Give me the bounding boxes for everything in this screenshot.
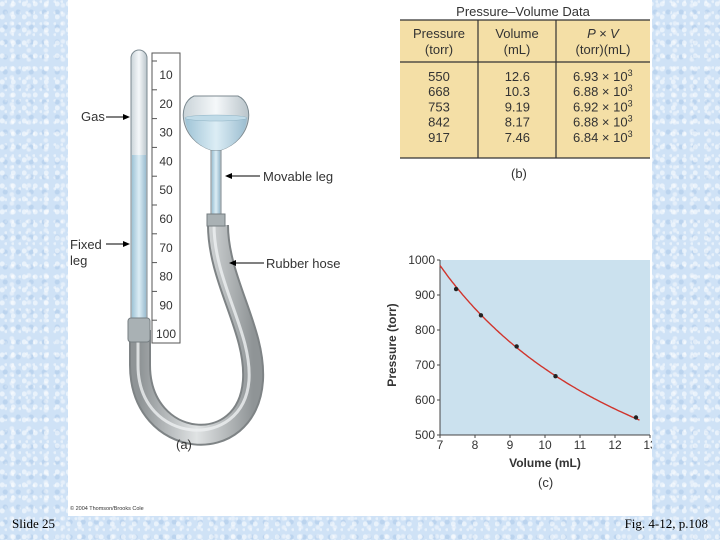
figure-panel: 10 20 30 40 50 60 70 80 90 100 Gas Fixed leg Mova…	[68, 0, 652, 516]
y-tick-label: 500	[415, 428, 435, 442]
y-tick-label: 600	[415, 393, 435, 407]
scale-tick-label: 80	[159, 270, 173, 284]
cell-pressure: 668	[428, 84, 450, 99]
cell-volume: 7.46	[505, 130, 530, 145]
plot-area	[440, 260, 650, 435]
cell-pv-mantissa: 6.88 × 10	[573, 84, 628, 99]
y-tick-label: 700	[415, 358, 435, 372]
cell-pv: 6.88 × 103	[573, 114, 633, 130]
table-title: Pressure–Volume Data	[456, 4, 590, 19]
scale-tick-label: 10	[159, 68, 173, 82]
cell-pv: 6.93 × 103	[573, 68, 633, 84]
cell-volume: 8.17	[505, 115, 530, 130]
table-background	[400, 20, 650, 158]
cell-pv-exponent: 3	[628, 114, 633, 124]
data-point	[514, 344, 519, 349]
cell-pv-mantissa: 6.84 × 10	[573, 130, 628, 145]
y-tick-label: 1000	[408, 253, 435, 267]
x-tick-label: 8	[472, 438, 479, 452]
scale-tick-label: 100	[156, 327, 176, 341]
scale-tick-label: 30	[159, 126, 173, 140]
data-point	[478, 313, 484, 318]
manometer-apparatus: 10 20 30 40 50 60 70 80 90 100 Gas Fixed leg Mova…	[70, 49, 340, 452]
header-volume-line1: Volume	[495, 26, 538, 41]
table-row: 842 8.17 6.88 × 103	[428, 114, 632, 130]
x-tick-label: 12	[608, 438, 622, 452]
x-tick-label: 11	[574, 438, 587, 452]
y-tick-label: 900	[415, 288, 435, 302]
header-pv-line2: (torr)(mL)	[576, 42, 631, 57]
cell-pressure: 753	[428, 99, 450, 114]
cell-pv-mantissa: 6.93 × 10	[573, 69, 628, 84]
cell-pressure: 842	[428, 115, 450, 130]
table-row: 753 9.19 6.92 × 103	[428, 98, 632, 114]
y-tick-label: 800	[415, 323, 435, 337]
pressure-volume-table: Pressure–Volume Data Pressure (torr) Vol…	[400, 4, 650, 181]
caption-a: (a)	[176, 437, 192, 452]
cell-pv-mantissa: 6.88 × 10	[573, 115, 628, 130]
scale-tick-label: 40	[159, 154, 173, 168]
cell-pv: 6.88 × 103	[573, 83, 633, 99]
slide-number: Slide 25	[12, 516, 55, 531]
scale-tick-label: 70	[159, 241, 173, 255]
header-volume-line2: (mL)	[504, 42, 531, 57]
cell-pv-exponent: 3	[628, 83, 633, 93]
x-tick-label: 7	[437, 438, 444, 452]
rubber-hose-label: Rubber hose	[266, 256, 340, 271]
cell-volume: 12.6	[505, 69, 530, 84]
fit-curve	[439, 265, 640, 421]
cell-pv-exponent: 3	[628, 129, 633, 139]
caption-c: (c)	[538, 475, 553, 490]
table-row: 668 10.3 6.88 × 103	[428, 83, 632, 99]
fixed-leg-label-line1: Fixed	[70, 237, 102, 252]
measurement-scale	[151, 52, 181, 344]
gas-label: Gas	[81, 109, 105, 124]
scale-tick-label: 50	[159, 183, 173, 197]
cell-pressure: 917	[428, 130, 450, 145]
header-pressure-line1: Pressure	[413, 26, 465, 41]
cell-volume: 10.3	[505, 84, 530, 99]
pressure-volume-chart: 7 8 9 10 11 12 13 500 600 700 800 900 1000 Volume (m…	[385, 253, 652, 490]
copyright-text: © 2004 Thomson/Brooks Cole	[70, 505, 144, 512]
table-row: 550 12.6 6.93 × 103	[428, 68, 632, 84]
cell-pv: 6.84 × 103	[573, 129, 633, 145]
header-pv-line1: P × V	[587, 26, 620, 41]
cell-volume: 9.19	[505, 99, 530, 114]
scale-tick-label: 60	[159, 212, 173, 226]
x-tick-label: 9	[507, 438, 514, 452]
cell-pv-exponent: 3	[628, 98, 633, 108]
data-point	[633, 415, 639, 420]
table-row: 917 7.46 6.84 × 103	[428, 129, 632, 145]
data-point	[453, 286, 459, 292]
x-axis-label: Volume (mL)	[509, 456, 581, 470]
fixed-leg-label-line2: leg	[70, 253, 87, 268]
x-tick-label: 13	[643, 438, 652, 452]
movable-leg-label: Movable leg	[263, 169, 333, 184]
figure-svg: 10 20 30 40 50 60 70 80 90 100 Gas Fixed leg Mova…	[70, 4, 652, 512]
y-axis-label: Pressure (torr)	[385, 303, 399, 386]
header-pressure-line2: (torr)	[425, 42, 453, 57]
x-tick-label: 10	[538, 438, 552, 452]
figure-reference: Fig. 4-12, p.108	[624, 516, 708, 531]
scale-tick-label: 90	[159, 298, 173, 312]
cell-pv: 6.92 × 103	[573, 98, 633, 114]
cell-pv-mantissa: 6.92 × 10	[573, 99, 628, 114]
scale-tick-label: 20	[159, 97, 173, 111]
cell-pv-exponent: 3	[628, 68, 633, 78]
data-point	[553, 374, 558, 379]
caption-b: (b)	[511, 166, 527, 181]
cell-pressure: 550	[428, 69, 450, 84]
